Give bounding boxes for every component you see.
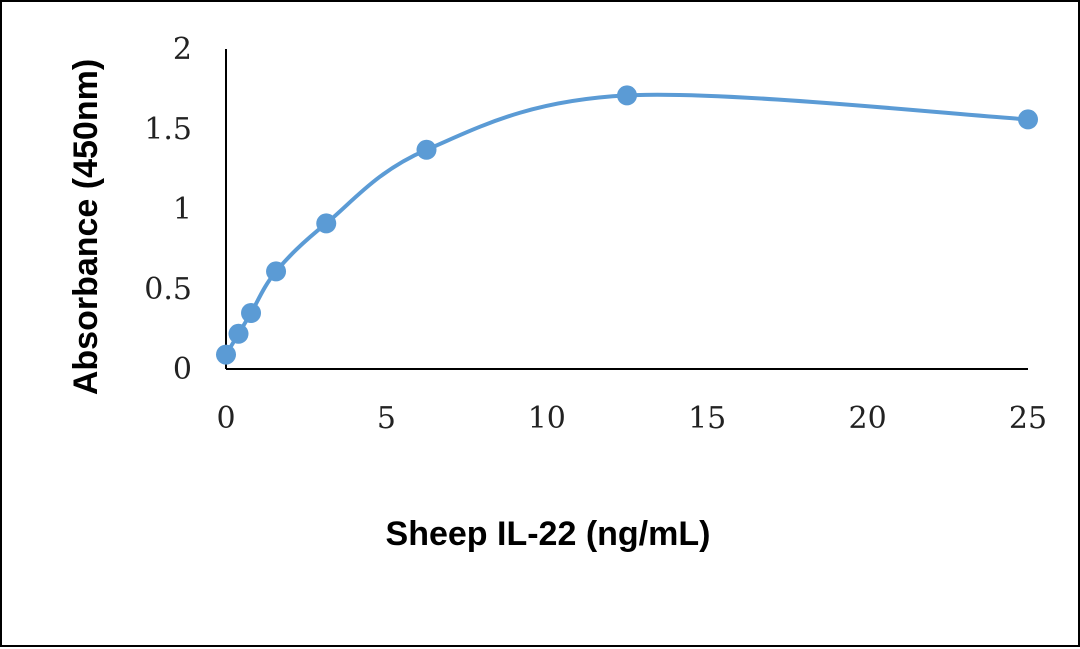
x-tick-label: 5 — [377, 401, 396, 436]
y-axis-title: Absorbance (450nm) — [67, 59, 105, 395]
data-point — [216, 344, 236, 365]
data-point — [241, 303, 262, 323]
data-point — [316, 213, 337, 234]
x-axis-title: Sheep IL-22 (ng/mL) — [386, 515, 711, 553]
x-tick-labels: 0 5 10 15 20 25 — [216, 401, 1047, 436]
x-tick-label: 15 — [688, 401, 726, 436]
data-point — [617, 85, 637, 106]
y-tick-label: 1.5 — [144, 112, 192, 147]
y-tick-label: 2 — [173, 32, 192, 67]
series-group — [216, 85, 1038, 365]
y-tick-label: 1 — [173, 192, 192, 227]
x-tick-label: 20 — [849, 401, 887, 436]
axes — [225, 49, 1028, 370]
y-tick-label: 0 — [173, 352, 192, 387]
x-tick-label: 0 — [216, 401, 235, 436]
x-tick-label: 25 — [1009, 401, 1047, 436]
data-point — [416, 139, 437, 160]
x-tick-label: 10 — [528, 401, 566, 436]
data-point — [1018, 109, 1038, 130]
data-point — [228, 323, 249, 344]
data-point — [266, 261, 287, 282]
y-tick-label: 0.5 — [144, 272, 192, 307]
series-line — [224, 92, 1029, 356]
y-tick-labels: 0 0.5 1 1.5 2 — [144, 32, 192, 387]
